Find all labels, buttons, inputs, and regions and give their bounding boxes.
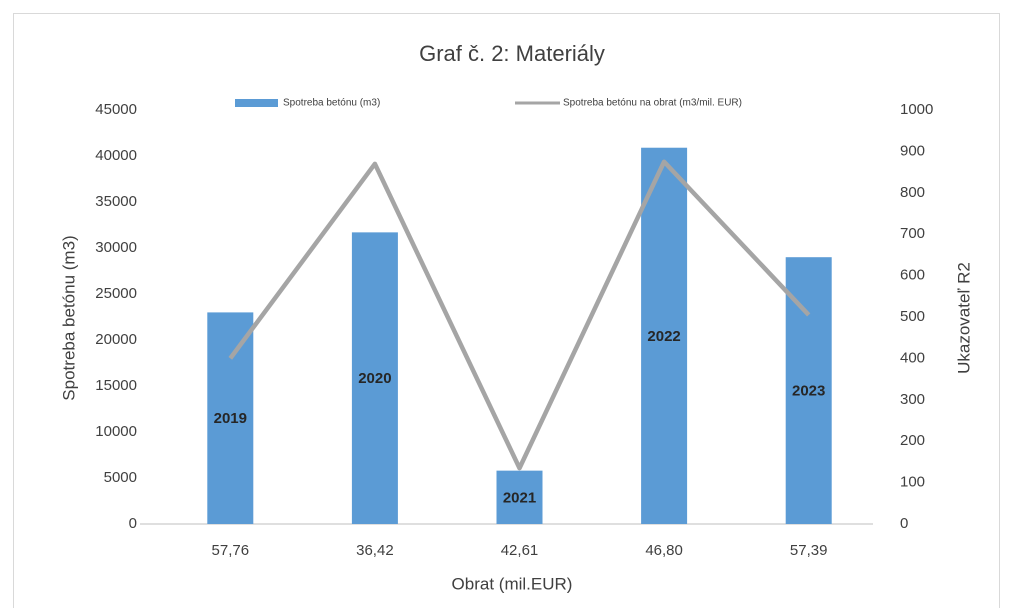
y2-tick-label: 400	[900, 349, 925, 366]
bar	[351, 232, 398, 525]
bar	[496, 470, 543, 524]
y2-tick-label: 900	[900, 142, 925, 159]
y-tick-label: 35000	[95, 193, 137, 210]
bar	[207, 312, 254, 524]
y-tick-label: 40000	[95, 147, 137, 164]
y2-tick-label: 500	[900, 308, 925, 325]
line	[228, 159, 811, 471]
legend-label: Spotreba betónu na obrat (m3/mil. EUR)	[563, 98, 742, 109]
y2-tick-label: 100	[900, 474, 925, 491]
x-tick-label: 42,61	[501, 542, 539, 559]
y-tick-label: 45000	[95, 101, 137, 118]
y2-tick-label: 200	[900, 432, 925, 449]
y2-tick-label: 800	[900, 184, 925, 201]
x-tick-label: 46,80	[645, 542, 683, 559]
y2-tick-label: 600	[900, 267, 925, 284]
y-tick-label: 10000	[95, 423, 137, 440]
y-tick-label: 15000	[95, 377, 137, 394]
bar	[641, 147, 688, 524]
y-tick-label: 25000	[95, 285, 137, 302]
y-axis-title: Spotreba betónu (m3)	[59, 235, 78, 400]
bar-label: 2020	[358, 370, 391, 387]
bar-label: 2021	[503, 489, 536, 506]
y-tick-label: 0	[129, 515, 137, 532]
x-tick-label: 57,39	[790, 542, 828, 559]
y2-tick-label: 300	[900, 391, 925, 408]
y2-tick-label: 1000	[900, 101, 933, 118]
x-tick-label: 57,76	[212, 542, 250, 559]
x-tick-label: 36,42	[356, 542, 394, 559]
y-tick-label: 20000	[95, 331, 137, 348]
legend-swatch	[235, 99, 278, 107]
y-tick-label: 5000	[104, 469, 137, 486]
y2-tick-label: 700	[900, 225, 925, 242]
x-axis-title: Obrat (mil.EUR)	[452, 574, 573, 593]
bar-label: 2023	[792, 383, 825, 400]
bar-label: 2022	[647, 328, 680, 345]
chart-title: Graf č. 2: Materiály	[419, 41, 605, 66]
legend-label: Spotreba betónu (m3)	[283, 98, 380, 109]
y2-tick-label: 0	[900, 515, 908, 532]
y2-axis-title: Ukazovateľ R2	[954, 262, 973, 374]
y-tick-label: 30000	[95, 239, 137, 256]
bar-label: 2019	[214, 410, 247, 427]
